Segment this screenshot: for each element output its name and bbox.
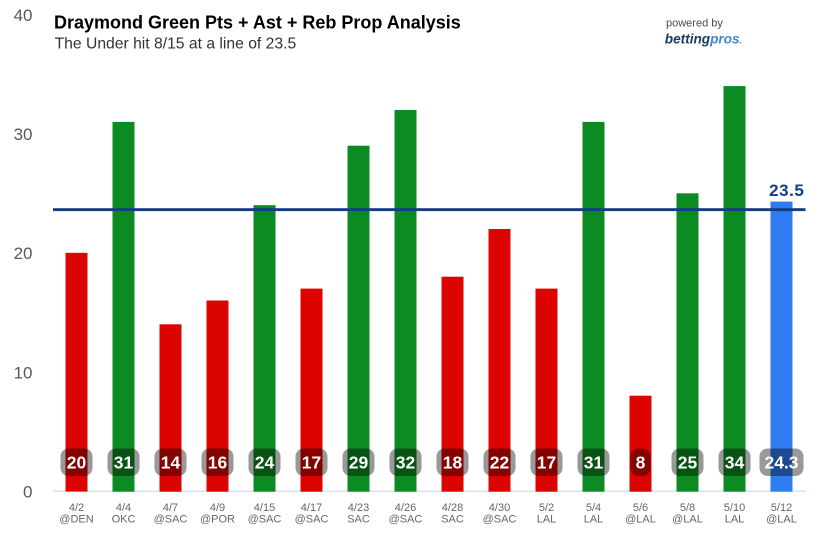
svg-text:17: 17 bbox=[302, 453, 321, 473]
svg-text:4/17: 4/17 bbox=[301, 502, 322, 514]
svg-text:24: 24 bbox=[255, 453, 275, 473]
svg-text:16: 16 bbox=[208, 453, 228, 473]
svg-text:4/23: 4/23 bbox=[348, 502, 369, 514]
svg-text:@SAC: @SAC bbox=[389, 513, 423, 525]
svg-text:@POR: @POR bbox=[200, 513, 235, 525]
svg-text:5/8: 5/8 bbox=[680, 502, 695, 514]
svg-text:LAL: LAL bbox=[725, 513, 745, 525]
svg-text:@SAC: @SAC bbox=[483, 513, 517, 525]
svg-text:4/7: 4/7 bbox=[163, 502, 178, 514]
svg-text:24.3: 24.3 bbox=[764, 453, 798, 473]
svg-text:SAC: SAC bbox=[441, 513, 464, 525]
svg-text:5/2: 5/2 bbox=[539, 502, 554, 514]
svg-text:@SAC: @SAC bbox=[295, 513, 329, 525]
svg-text:powered by: powered by bbox=[666, 18, 723, 30]
svg-text:4/28: 4/28 bbox=[442, 502, 463, 514]
svg-text:4/4: 4/4 bbox=[116, 502, 131, 514]
svg-text:4/15: 4/15 bbox=[254, 502, 275, 514]
svg-text:17: 17 bbox=[537, 453, 556, 473]
svg-text:18: 18 bbox=[443, 453, 463, 473]
svg-text:29: 29 bbox=[349, 453, 369, 473]
svg-text:31: 31 bbox=[584, 453, 604, 473]
svg-text:8: 8 bbox=[636, 453, 646, 473]
svg-text:@SAC: @SAC bbox=[248, 513, 282, 525]
svg-text:20: 20 bbox=[67, 453, 87, 473]
svg-text:23.5: 23.5 bbox=[769, 181, 804, 200]
svg-text:OKC: OKC bbox=[112, 513, 136, 525]
svg-text:bettingpros.: bettingpros. bbox=[665, 31, 742, 46]
svg-text:20: 20 bbox=[14, 244, 33, 263]
svg-text:31: 31 bbox=[114, 453, 134, 473]
svg-text:LAL: LAL bbox=[537, 513, 557, 525]
svg-text:30: 30 bbox=[14, 125, 33, 144]
svg-text:Draymond Green Pts + Ast + Reb: Draymond Green Pts + Ast + Reb Prop Anal… bbox=[54, 13, 461, 33]
svg-text:5/12: 5/12 bbox=[771, 502, 792, 514]
svg-text:@DEN: @DEN bbox=[59, 513, 93, 525]
svg-text:4/26: 4/26 bbox=[395, 502, 416, 514]
svg-text:34: 34 bbox=[725, 453, 745, 473]
svg-text:SAC: SAC bbox=[347, 513, 370, 525]
svg-text:@LAL: @LAL bbox=[672, 513, 703, 525]
svg-text:25: 25 bbox=[678, 453, 698, 473]
svg-text:@LAL: @LAL bbox=[766, 513, 797, 525]
svg-text:40: 40 bbox=[14, 6, 33, 25]
svg-text:0: 0 bbox=[23, 482, 32, 501]
svg-text:4/2: 4/2 bbox=[69, 502, 84, 514]
svg-text:4/30: 4/30 bbox=[489, 502, 510, 514]
svg-text:@SAC: @SAC bbox=[154, 513, 188, 525]
svg-text:32: 32 bbox=[396, 453, 416, 473]
svg-text:The Under hit 8/15 at a line o: The Under hit 8/15 at a line of 23.5 bbox=[55, 35, 297, 52]
svg-text:10: 10 bbox=[14, 363, 33, 382]
svg-text:22: 22 bbox=[490, 453, 510, 473]
svg-text:5/10: 5/10 bbox=[724, 502, 745, 514]
svg-text:5/4: 5/4 bbox=[586, 502, 601, 514]
svg-text:LAL: LAL bbox=[584, 513, 604, 525]
svg-text:@LAL: @LAL bbox=[625, 513, 656, 525]
svg-text:14: 14 bbox=[161, 453, 181, 473]
svg-text:4/9: 4/9 bbox=[210, 502, 225, 514]
svg-text:5/6: 5/6 bbox=[633, 502, 648, 514]
